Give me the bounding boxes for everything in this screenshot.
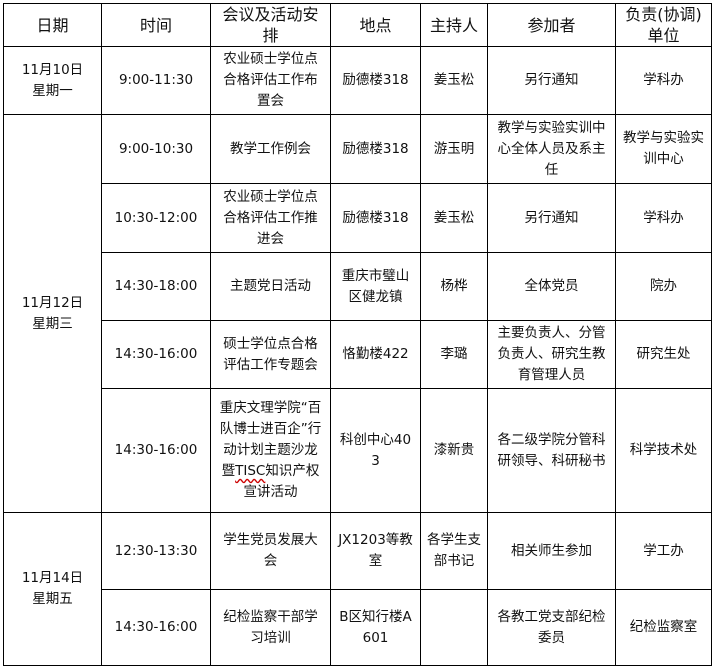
host-cell: 杨桦 [420,252,488,321]
location-cell: 重庆市璧山区健龙镇 [330,252,421,321]
table-row: 14:30-16:00 纪检监察干部学习培训 B区知行楼A601 各教工党支部纪检委员… [4,589,712,666]
participants-cell: 各二级学院分管科研领导、科研秘书 [487,388,616,513]
schedule-table: 日期 时间 会议及活动安排 地点 主持人 参加者 负责(协调)单位 11月10日… [3,3,712,666]
unit-cell: 学科办 [615,46,712,115]
table-row: 11月14日 星期五 12:30-13:30 学生党员发展大会 JX1203等教室 各学生… [3,512,712,666]
time-cell: 10:30-12:00 [101,183,211,253]
unit-cell: 纪检监察室 [615,589,712,666]
header-unit: 负责(协调)单位 [615,3,712,47]
host-cell: 李璐 [420,320,488,389]
spellcheck-underline: TISC [235,463,266,479]
location-cell: JX1203等教室 [330,512,421,590]
unit-cell: 院办 [615,252,712,321]
header-host: 主持人 [420,3,488,47]
header-participants: 参加者 [487,3,616,47]
host-cell: 姜玉松 [420,183,488,253]
event-cell: 硕士学位点合格评估工作专题会 [210,320,331,389]
table-row: 11月10日 星期一 9:00-11:30 农业硕士学位点合格评估工作布置会 励德楼31… [3,46,712,115]
header-date: 日期 [3,3,102,47]
header-row: 日期 时间 会议及活动安排 地点 主持人 参加者 负责(协调)单位 [3,3,712,47]
table-row: 11月12日 星期三 9:00-10:30 教学工作例会 励德楼318 游玉明 教学与实验实… [3,114,712,513]
unit-cell: 科学技术处 [615,388,712,513]
table-row: 14:30-18:00 主题党日活动 重庆市璧山区健龙镇 杨桦 全体党员 院办 [4,252,712,321]
time-cell: 14:30-18:00 [101,252,211,321]
event-cell: 农业硕士学位点合格评估工作布置会 [210,46,331,115]
host-cell: 游玉明 [420,114,488,184]
participants-cell: 各教工党支部纪检委员 [487,589,616,666]
participants-cell: 全体党员 [487,252,616,321]
date-cell: 11月10日 星期一 [3,46,102,115]
participants-cell: 教学与实验实训中心全体人员及系主任 [487,114,616,184]
location-cell: 科创中心403 [330,388,421,513]
time-cell: 12:30-13:30 [101,512,211,590]
event-cell: 主题党日活动 [210,252,331,321]
event-cell: 重庆文理学院“百队博士进百企”行动计划主题沙龙暨TISC知识产权宣讲活动 [210,388,331,513]
weekday: 星期一 [32,82,73,99]
event-cell: 农业硕士学位点合格评估工作推进会 [210,183,331,253]
event-cell: 教学工作例会 [210,114,331,184]
time-cell: 9:00-10:30 [101,114,211,184]
participants-cell: 另行通知 [487,183,616,253]
weekday: 星期三 [32,315,73,332]
unit-cell: 研究生处 [615,320,712,389]
location-cell: 励德楼318 [330,183,421,253]
time-cell: 9:00-11:30 [101,46,211,115]
date: 11月12日 [21,294,84,311]
date-cell: 11月14日 星期五 [3,512,102,666]
time-cell: 14:30-16:00 [101,320,211,389]
host-cell: 姜玉松 [420,46,488,115]
participants-cell: 相关师生参加 [487,512,616,590]
time-cell: 14:30-16:00 [101,589,211,666]
weekday: 星期五 [32,591,73,607]
table-row: 10:30-12:00 农业硕士学位点合格评估工作推进会 励德楼318 姜玉松 另行通知… [4,183,712,253]
host-cell: 各学生支部书记 [420,512,488,590]
header-location: 地点 [330,3,421,47]
participants-cell: 另行通知 [487,46,616,115]
event-cell: 纪检监察干部学习培训 [210,589,331,666]
time-cell: 14:30-16:00 [101,388,211,513]
unit-cell: 学科办 [615,183,712,253]
header-time: 时间 [101,3,211,47]
host-cell: 漆新贵 [420,388,488,513]
date-cell: 11月12日 星期三 [3,114,102,513]
unit-cell: 教学与实验实训中心 [615,114,712,184]
location-cell: 恪勤楼422 [330,320,421,389]
table-row: 14:30-16:00 硕士学位点合格评估工作专题会 恪勤楼422 李璐 主要负责人、分… [4,320,712,389]
header-event: 会议及活动安排 [210,3,331,47]
date: 11月10日 [21,61,84,78]
location-cell: 励德楼318 [330,114,421,184]
location-cell: 励德楼318 [330,46,421,115]
date: 11月14日 [21,570,84,586]
event-cell: 学生党员发展大会 [210,512,331,590]
unit-cell: 学工办 [615,512,712,590]
location-cell: B区知行楼A601 [330,589,421,666]
host-cell [420,589,488,666]
table-row: 14:30-16:00 重庆文理学院“百队博士进百企”行动计划主题沙龙暨TISC知… [4,388,712,513]
participants-cell: 主要负责人、分管负责人、研究生教育管理人员 [487,320,616,389]
